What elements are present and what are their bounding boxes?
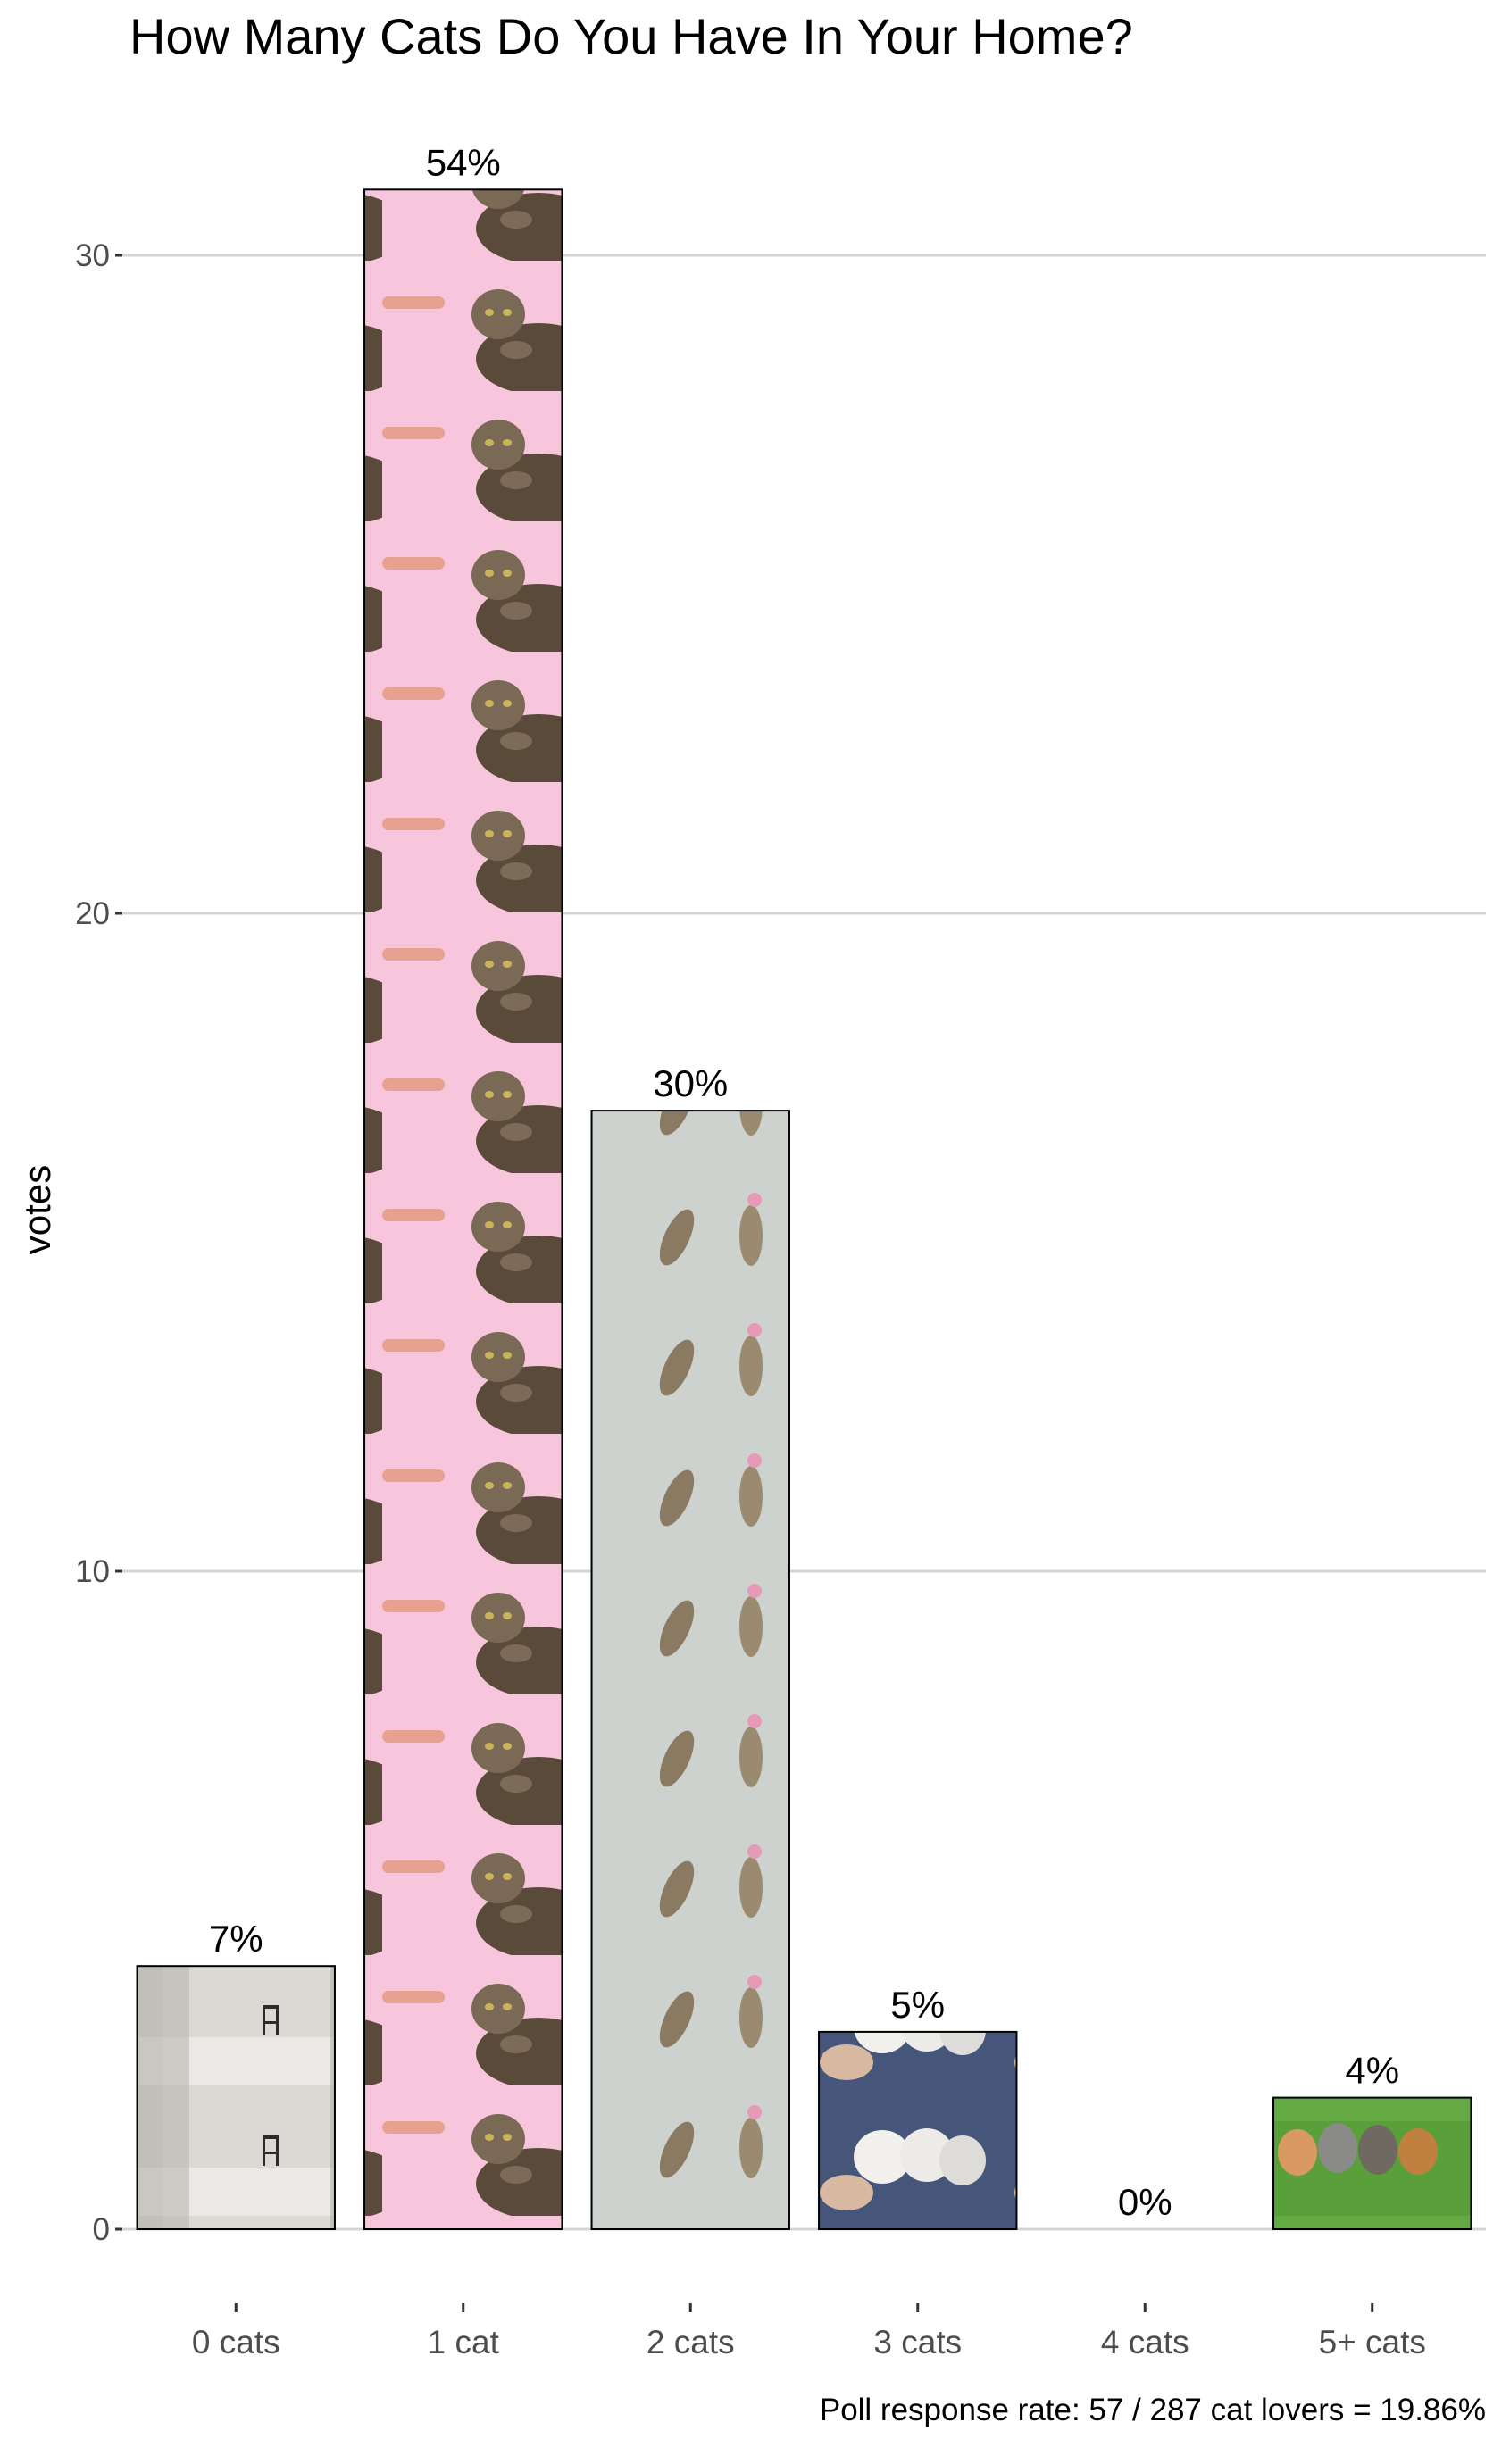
- bars: [136, 188, 1472, 2231]
- y-axis-ticks: 0 10 20 30: [75, 238, 122, 2247]
- gridlines: [122, 254, 1486, 2231]
- percent-label: 7%: [209, 1918, 263, 1960]
- y-tick-label: 0: [93, 2212, 110, 2247]
- bar-5-cats: [1272, 2096, 1472, 2231]
- x-tick-label: 2 cats: [647, 2324, 735, 2360]
- percent-label: 5%: [890, 1984, 945, 2026]
- chart-title: How Many Cats Do You Have In Your Home?: [129, 8, 1133, 64]
- y-axis-label: votes: [16, 1165, 58, 1254]
- x-tick-label: 1 cat: [428, 2324, 500, 2360]
- y-tick-label: 20: [75, 896, 110, 931]
- x-tick-label: 5+ cats: [1319, 2324, 1426, 2360]
- chart-caption: Poll response rate: 57 / 287 cat lovers …: [819, 2393, 1486, 2427]
- x-tick-label: 3 cats: [873, 2324, 962, 2360]
- x-tick-label: 4 cats: [1101, 2324, 1189, 2360]
- bar-3-cats: [818, 2030, 1018, 2230]
- bar-0-cats: [136, 1965, 336, 2230]
- data-labels: 7% 54% 30% 5% 0% 4%: [209, 141, 1399, 2223]
- percent-label: 30%: [653, 1062, 728, 1104]
- percent-label: 4%: [1345, 2050, 1399, 2092]
- y-tick-label: 30: [75, 238, 110, 273]
- y-tick-label: 10: [75, 1554, 110, 1589]
- percent-label: 0%: [1118, 2181, 1172, 2223]
- bar-1-cat: [363, 188, 563, 2230]
- percent-label: 54%: [426, 141, 501, 183]
- x-tick-label: 0 cats: [192, 2324, 280, 2360]
- bar-2-cats: [590, 1110, 790, 2230]
- x-axis-ticks: 0 cats 1 cat 2 cats 3 cats 4 cats 5+ cats: [192, 2303, 1426, 2360]
